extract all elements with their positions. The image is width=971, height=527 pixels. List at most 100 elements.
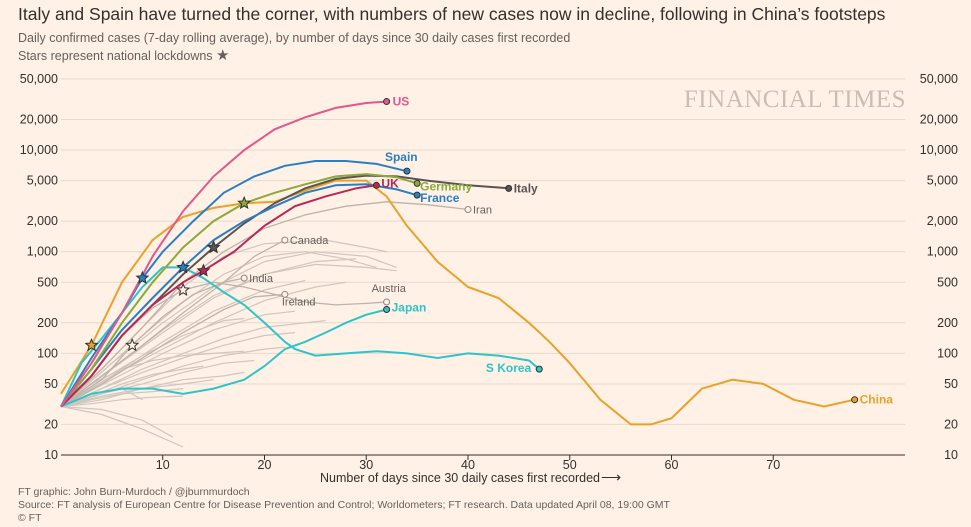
series-line-us (60, 100, 387, 408)
series-label-us: US (393, 95, 410, 109)
series-endpoint-canada (281, 236, 289, 244)
series-labels: US Spain Italy Germany UK France Japan S Korea C… (249, 95, 893, 407)
main-series (60, 100, 855, 426)
chart-note: Stars represent national lockdowns ★ (18, 46, 230, 64)
series-line-ireland (60, 293, 285, 408)
y-tick-label-right: 20 (944, 417, 958, 431)
background-series-line (60, 395, 184, 408)
y-tick-label-right: 50 (944, 377, 958, 391)
x-tick-label: 30 (359, 458, 373, 472)
star-icon: ★ (216, 47, 230, 64)
series-endpoint-ireland (281, 290, 289, 298)
y-tick-label-right: 20,000 (920, 112, 958, 126)
series-label-italy: Italy (514, 181, 538, 195)
series-endpoint-india (240, 274, 248, 282)
series-endpoint-china (851, 396, 859, 404)
x-tick-label: 40 (461, 458, 475, 472)
series-endpoint-s-korea (535, 365, 543, 373)
background-series-line (60, 405, 184, 448)
series-line-japan (60, 308, 387, 408)
background-series-line (60, 251, 377, 407)
background-series-line (60, 405, 174, 438)
lockdown-star-icon (237, 195, 252, 210)
series-endpoint-austria (383, 298, 391, 306)
x-tick-label: 10 (156, 458, 170, 472)
series-label-spain: Spain (385, 150, 418, 164)
series-label-ireland: Ireland (282, 296, 316, 308)
background-series-line (60, 251, 398, 407)
background-series-line (60, 239, 387, 407)
footer-copyright: © FT (18, 512, 42, 524)
series-endpoint-us (383, 98, 391, 106)
y-axis-right: 10 20 50 100 200 500 1,000 2,000 5,000 10,000 20,0… (920, 72, 958, 462)
series-markers (84, 98, 859, 404)
x-tick-label: 60 (665, 458, 679, 472)
series-endpoint-iran (464, 206, 472, 214)
y-tick-label-right: 50,000 (920, 72, 958, 86)
series-line-iran (60, 201, 469, 407)
series-endpoint-japan (383, 306, 391, 314)
series-label-japan: Japan (392, 301, 427, 315)
y-tick-label-left: 5,000 (27, 174, 58, 188)
background-series-line (60, 359, 255, 408)
series-label-uk: UK (381, 176, 399, 190)
y-tick-label-right: 10 (944, 448, 958, 462)
lockdown-star-icon (125, 338, 140, 352)
lockdown-star-icon (196, 263, 211, 277)
x-axis: 10 20 30 40 50 60 70 (156, 455, 780, 472)
y-tick-label-left: 500 (37, 275, 58, 289)
series-label-france: France (420, 191, 460, 205)
series-label-canada: Canada (290, 235, 329, 247)
background-series-line (60, 310, 296, 408)
series-label-india: India (249, 273, 274, 285)
series-line-canada (60, 239, 286, 408)
y-tick-label-left: 1,000 (27, 245, 58, 259)
y-tick-label-left: 50,000 (20, 72, 58, 86)
background-series-line (60, 371, 245, 408)
x-tick-label: 50 (563, 458, 577, 472)
series-line-france (60, 183, 418, 408)
y-tick-label-right: 500 (937, 275, 958, 289)
x-tick-label: 20 (258, 458, 272, 472)
y-tick-label-left: 2,000 (27, 214, 58, 228)
y-tick-label-left: 200 (37, 316, 58, 330)
y-tick-label-left: 20 (44, 417, 58, 431)
series-label-austria: Austria (372, 283, 407, 295)
y-tick-label-left: 50 (44, 377, 58, 391)
lockdown-star-icon (84, 338, 99, 352)
y-tick-label-left: 20,000 (20, 112, 58, 126)
chart-title: Italy and Spain have turned the corner, … (18, 4, 886, 24)
y-tick-label-right: 10,000 (920, 143, 958, 157)
series-line-spain (60, 160, 408, 408)
lockdown-star-icon (176, 260, 191, 274)
x-axis-arrow-icon: ⟶ (601, 469, 621, 485)
x-tick-label: 70 (766, 458, 780, 472)
series-label-china: China (860, 393, 894, 407)
ft-watermark: FINANCIAL TIMES (684, 86, 906, 113)
y-tick-label-right: 200 (937, 316, 958, 330)
y-tick-label-right: 100 (937, 346, 958, 360)
background-series-line (60, 332, 296, 408)
note-text: Stars represent national lockdowns (18, 49, 213, 63)
background-series-line (60, 280, 306, 408)
footer-credit: FT graphic: John Burn-Murdoch / @jburnmu… (18, 486, 250, 498)
series-endpoint-germany (413, 179, 421, 187)
y-tick-label-right: 5,000 (927, 174, 958, 188)
chart-subtitle: Daily confirmed cases (7-day rolling ave… (18, 31, 571, 45)
y-tick-label-left: 10 (44, 448, 58, 462)
series-endpoint-italy (505, 184, 513, 192)
y-tick-label-left: 100 (37, 346, 58, 360)
background-series-line (60, 365, 204, 408)
y-axis-left: 10 20 50 100 200 500 1,000 2,000 5,000 10,000 20,0… (20, 72, 58, 462)
lockdown-star-icon (135, 270, 150, 284)
series-endpoint-spain (403, 167, 411, 175)
x-axis-label: Number of days since 30 daily cases firs… (320, 471, 600, 485)
series-line-india (60, 277, 245, 408)
lockdown-star-icon (206, 240, 221, 254)
footer-source: Source: FT analysis of European Centre f… (18, 499, 670, 511)
y-tick-label-left: 10,000 (20, 143, 58, 157)
series-line-uk (60, 184, 377, 408)
y-tick-label-right: 1,000 (927, 245, 958, 259)
series-endpoint-uk (372, 181, 380, 189)
